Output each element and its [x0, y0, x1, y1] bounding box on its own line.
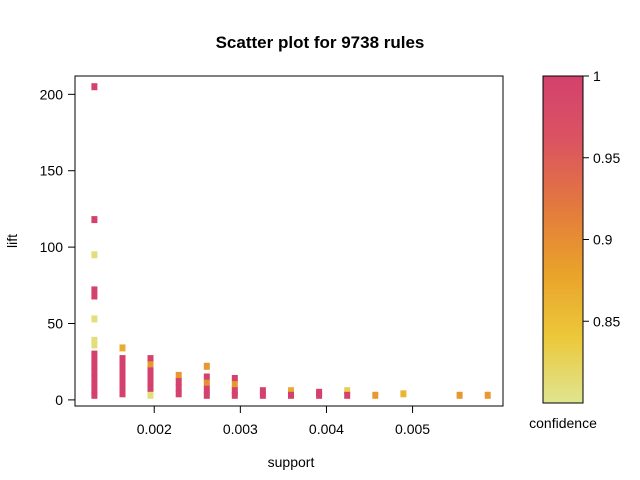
data-point [176, 390, 182, 397]
data-point [91, 83, 97, 90]
data-point [204, 386, 210, 393]
data-point [204, 392, 210, 399]
data-point [120, 378, 126, 385]
data-point [91, 315, 97, 322]
data-point [400, 390, 406, 397]
legend-tick-label: 0.9 [593, 232, 613, 248]
data-point [91, 351, 97, 358]
data-point [148, 361, 154, 368]
y-axis-label: lift [4, 234, 20, 248]
y-tick-label: 200 [40, 86, 64, 102]
y-tick-label: 150 [40, 163, 64, 179]
x-axis: 0.002 0.003 0.004 0.005 [137, 406, 431, 437]
x-tick-label: 0.005 [395, 421, 430, 437]
x-axis-label: support [268, 454, 315, 470]
data-point [91, 369, 97, 376]
data-point [148, 367, 154, 374]
chart-title: Scatter plot for 9738 rules [216, 33, 425, 52]
data-point [204, 374, 210, 381]
data-point [232, 392, 238, 399]
data-point [91, 363, 97, 370]
x-tick-label: 0.004 [309, 421, 344, 437]
data-point [91, 341, 97, 348]
data-point [316, 392, 322, 399]
data-point [176, 384, 182, 391]
legend-tick-label: 0.95 [593, 150, 620, 166]
data-point [91, 293, 97, 300]
data-point [120, 366, 126, 373]
data-point [260, 392, 266, 399]
data-point [288, 392, 294, 399]
data-point [204, 363, 210, 370]
data-point [148, 386, 154, 393]
legend-title: confidence [529, 415, 597, 431]
plot-frame [75, 76, 503, 406]
data-point [176, 378, 182, 385]
data-point [120, 390, 126, 397]
data-point [148, 392, 154, 399]
data-point [120, 360, 126, 367]
data-point [148, 380, 154, 387]
y-axis: 0 50 100 150 200 [40, 86, 75, 408]
data-point [344, 392, 350, 399]
data-point [91, 357, 97, 364]
data-point [120, 344, 126, 351]
data-point [485, 392, 491, 399]
data-point [120, 384, 126, 391]
x-tick-label: 0.002 [137, 421, 172, 437]
data-point [148, 355, 154, 362]
confidence-legend: 0.85 0.9 0.95 1 confidence [529, 68, 620, 431]
plot-points [91, 83, 490, 399]
y-tick-label: 50 [47, 316, 63, 332]
y-tick-label: 0 [55, 392, 63, 408]
data-point [176, 372, 182, 379]
y-tick-label: 100 [40, 239, 64, 255]
data-point [232, 375, 238, 382]
legend-tick-label: 0.85 [593, 313, 620, 329]
color-scale-axis: 0.85 0.9 0.95 1 [583, 68, 620, 329]
data-point [91, 216, 97, 223]
legend-tick-label: 1 [593, 68, 601, 84]
data-point [120, 372, 126, 379]
data-point [91, 392, 97, 399]
data-point [91, 375, 97, 382]
data-point [232, 381, 238, 388]
data-point [457, 392, 463, 399]
x-tick-label: 0.003 [223, 421, 258, 437]
data-point [91, 251, 97, 258]
data-point [91, 381, 97, 388]
data-point [148, 374, 154, 381]
data-point [372, 392, 378, 399]
data-point [204, 380, 210, 387]
data-point [91, 286, 97, 293]
color-scale-bar [543, 76, 583, 403]
